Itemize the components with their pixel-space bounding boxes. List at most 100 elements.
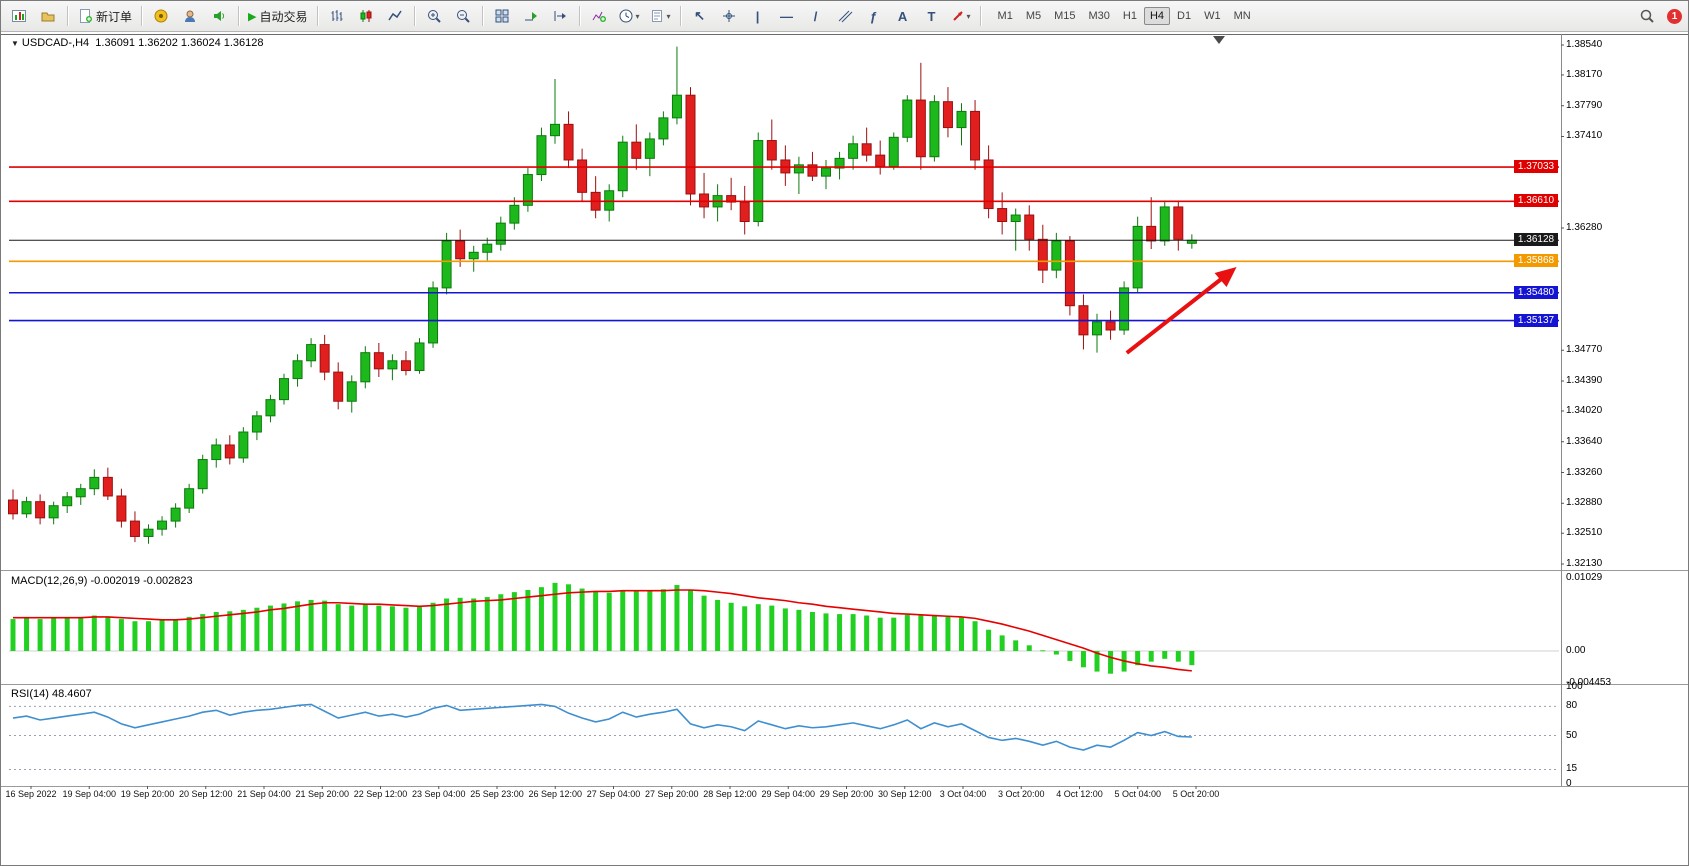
candlestick-chart-icon[interactable]: [352, 4, 380, 28]
chart-title: ▼ USDCAD-,H4 1.36091 1.36202 1.36024 1.36…: [11, 37, 264, 49]
candle: [251, 415, 262, 433]
zoom-out-icon[interactable]: [449, 4, 477, 28]
crosshair-icon[interactable]: [715, 4, 743, 28]
macd-bar: [498, 594, 504, 651]
candle: [929, 101, 940, 158]
candle: [807, 164, 818, 177]
macd-bar: [295, 601, 301, 651]
macd-bar: [769, 605, 775, 651]
new-order-button[interactable]: 新订单: [73, 4, 136, 28]
collapse-icon[interactable]: ▼: [11, 39, 19, 48]
macd-bar: [1040, 650, 1046, 652]
auto-trading-button[interactable]: ▶ 自动交易: [244, 4, 311, 28]
timeframe-d1[interactable]: D1: [1177, 10, 1192, 22]
cursor-icon[interactable]: ↖: [694, 8, 705, 23]
arrows-dropdown[interactable]: ▾: [947, 4, 975, 28]
candle: [428, 287, 439, 344]
macd-bar: [200, 614, 206, 651]
play-icon: ▶: [248, 10, 257, 23]
indicators-add-icon[interactable]: [585, 4, 613, 28]
trend-arrow[interactable]: [1125, 276, 1224, 355]
line-chart-icon[interactable]: [381, 4, 409, 28]
macd-bar: [742, 606, 748, 651]
chart-profiles-icon[interactable]: [34, 4, 62, 28]
rsi-value: 48.4607: [51, 688, 92, 700]
support-icon[interactable]: [176, 4, 204, 28]
timeframe-mn[interactable]: MN: [1233, 10, 1251, 22]
macd-bar: [593, 591, 599, 651]
auto-scroll-icon[interactable]: [517, 4, 545, 28]
candle: [116, 495, 127, 522]
horizontal-line-icon[interactable]: ―: [780, 8, 794, 24]
macd-bar: [1162, 651, 1168, 659]
text-icon[interactable]: A: [897, 8, 908, 24]
channel-icon[interactable]: [831, 4, 859, 28]
candle: [875, 154, 886, 167]
candle: [441, 240, 452, 289]
macd-bar: [877, 617, 883, 651]
metaeditor-icon[interactable]: [147, 4, 175, 28]
rsi-title: RSI(14) 48.4607: [11, 688, 92, 700]
candle: [197, 459, 208, 490]
toolbar-separator: [67, 6, 68, 26]
chart-shift-icon[interactable]: [546, 4, 574, 28]
macd-bar: [999, 635, 1005, 651]
sound-icon[interactable]: [205, 4, 233, 28]
candle: [143, 528, 154, 537]
candle: [1051, 240, 1062, 271]
trendline-icon[interactable]: /: [813, 8, 818, 24]
tile-windows-icon[interactable]: [488, 4, 516, 28]
candle: [522, 174, 533, 206]
fibonacci-icon[interactable]: ƒ: [869, 8, 878, 24]
macd-bar: [931, 615, 937, 651]
timeframe-h1[interactable]: H1: [1122, 10, 1137, 22]
macd-bar: [173, 619, 179, 651]
candle: [360, 352, 371, 383]
macd-bar: [457, 597, 463, 651]
candle: [238, 431, 249, 459]
auto-trading-label: 自动交易: [259, 9, 308, 24]
chart-shift-marker[interactable]: [1213, 36, 1225, 44]
candle: [942, 101, 953, 129]
candle: [739, 201, 750, 223]
candle: [915, 99, 926, 158]
macd-bar: [267, 605, 273, 651]
chevron-down-icon: ▾: [666, 11, 671, 21]
candle: [224, 444, 235, 459]
bar-chart-icon[interactable]: [323, 4, 351, 28]
periods-dropdown[interactable]: ▾: [614, 4, 644, 28]
zoom-in-icon[interactable]: [420, 4, 448, 28]
timeframe-m15[interactable]: M15: [1054, 10, 1076, 22]
arrow-object-icon: [952, 11, 963, 21]
templates-dropdown[interactable]: ▾: [645, 4, 675, 28]
candle: [685, 94, 696, 195]
vertical-line-icon[interactable]: |: [755, 8, 760, 24]
candle: [577, 159, 588, 193]
search-icon[interactable]: [1633, 4, 1661, 28]
timeframe-w1[interactable]: W1: [1204, 10, 1221, 22]
main-toolbar: 新订单 ▶ 自动交易 ▾ ▾ ↖ | ― / ƒ A T: [1, 1, 1688, 32]
candle: [89, 476, 100, 490]
candle: [1037, 238, 1048, 271]
macd-bar: [281, 603, 287, 651]
timeframe-m1[interactable]: M1: [997, 10, 1013, 22]
candle: [888, 136, 899, 167]
macd-bar: [566, 584, 572, 651]
timeframe-m30[interactable]: M30: [1088, 10, 1110, 22]
text-label-icon[interactable]: T: [927, 8, 936, 24]
chevron-down-icon: ▾: [635, 11, 640, 21]
macd-bar: [37, 619, 43, 651]
candle: [631, 141, 642, 159]
candle: [373, 352, 384, 370]
new-chart-icon[interactable]: [5, 4, 33, 28]
notification-badge[interactable]: 1: [1667, 8, 1682, 24]
macd-bar: [606, 592, 612, 651]
macd-bar: [227, 611, 233, 651]
timeframe-m5[interactable]: M5: [1025, 10, 1042, 22]
rsi-line: [12, 703, 1192, 751]
macd-bar: [1108, 651, 1114, 674]
trend-arrow-head[interactable]: [1214, 267, 1237, 288]
candle: [157, 520, 168, 530]
timeframe-h4[interactable]: H4: [1143, 7, 1171, 25]
